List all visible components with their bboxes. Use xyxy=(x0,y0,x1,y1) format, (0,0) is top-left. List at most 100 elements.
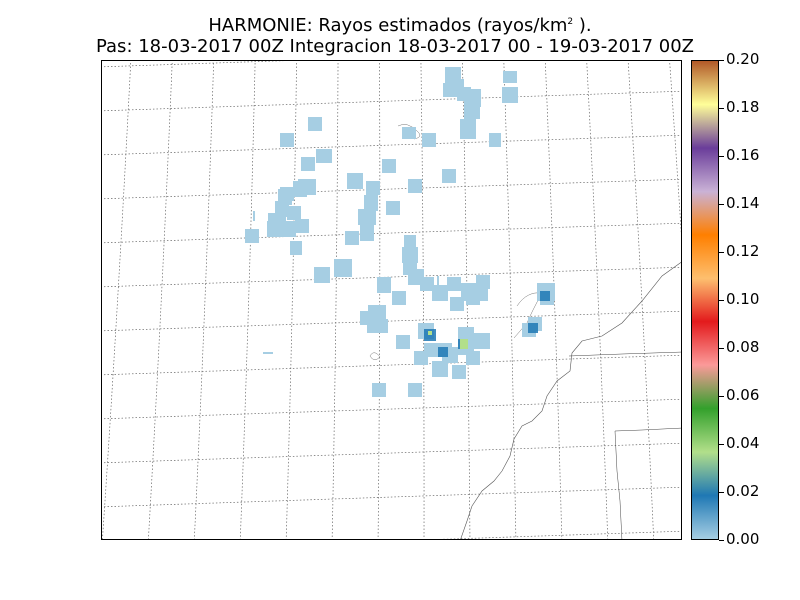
coastline xyxy=(460,262,681,539)
latitude-line xyxy=(102,398,681,420)
lightning-cell xyxy=(293,181,307,197)
lightning-cell xyxy=(476,275,490,289)
colorbar-tick xyxy=(719,443,724,445)
colorbar-label: 0.20 xyxy=(726,50,760,68)
lightning-cell xyxy=(404,235,416,249)
lightning-core xyxy=(540,291,550,301)
colorbar-tick xyxy=(719,203,724,205)
map-title: HARMONIE: Rayos estimados (rayos/km2 ). xyxy=(0,11,800,37)
lightning-cell xyxy=(360,225,374,241)
map-canvas xyxy=(102,61,681,539)
lightning-cell xyxy=(377,277,391,293)
latitude-line xyxy=(102,354,681,376)
lightning-cell xyxy=(396,335,410,349)
lightning-cell xyxy=(334,259,352,277)
lightning-cell xyxy=(364,195,378,211)
longitude-line xyxy=(239,61,256,539)
lightning-peak xyxy=(460,339,468,349)
lightning-cell xyxy=(386,201,400,215)
lightning-cell xyxy=(422,133,436,147)
longitude-line xyxy=(377,61,381,539)
title-text: HARMONIE: Rayos estimados (rayos/km xyxy=(208,15,568,36)
lightning-cell xyxy=(308,117,322,131)
border-line xyxy=(568,351,681,357)
lightning-cell xyxy=(314,267,330,283)
latitude-line xyxy=(102,178,681,200)
coastline xyxy=(369,124,681,539)
lightning-cell xyxy=(382,159,396,173)
lightning-cell xyxy=(245,229,259,243)
lightning-cell xyxy=(295,219,309,233)
colorbar-tick xyxy=(719,491,724,493)
lightning-cell xyxy=(502,87,518,103)
colorbar-label: 0.16 xyxy=(726,146,760,164)
latitude-line xyxy=(102,310,681,332)
colorbar-label: 0.06 xyxy=(726,386,760,404)
border-line xyxy=(614,430,623,539)
lightning-cell xyxy=(460,119,476,139)
colorbar-tick xyxy=(719,539,724,541)
lightning-cell xyxy=(345,231,359,245)
longitude-line xyxy=(331,61,339,539)
longitude-line xyxy=(102,61,132,539)
lightning-cell xyxy=(402,247,418,263)
border-line xyxy=(614,427,681,432)
title-suffix: ). xyxy=(573,15,592,36)
colorbar-label: 0.12 xyxy=(726,242,760,260)
lightning-cell xyxy=(414,351,428,365)
lightning-cells xyxy=(245,67,555,397)
colorbar-tick xyxy=(719,155,724,157)
lightning-cell xyxy=(280,187,294,201)
lightning-cell xyxy=(408,383,422,397)
latitude-line xyxy=(102,222,681,244)
lightning-cell xyxy=(420,277,434,291)
latitude-line xyxy=(102,442,681,464)
lightning-core xyxy=(528,323,538,333)
colorbar-label: 0.14 xyxy=(726,194,760,212)
lightning-cell xyxy=(503,71,517,83)
lightning-cell xyxy=(450,297,464,311)
longitude-line xyxy=(285,61,297,539)
colorbar xyxy=(691,60,719,540)
lightning-streak xyxy=(263,352,273,354)
lightning-cell xyxy=(466,291,480,305)
lightning-cell xyxy=(392,291,406,305)
colorbar-label: 0.02 xyxy=(726,482,760,500)
lightning-cell xyxy=(474,333,490,349)
lightning-cell xyxy=(402,127,416,139)
colorbar-tick xyxy=(719,395,724,397)
latitude-line xyxy=(102,266,681,288)
longitude-line xyxy=(503,61,517,539)
colorbar-label: 0.00 xyxy=(726,530,760,548)
latitude-line xyxy=(102,486,681,508)
lightning-cell xyxy=(367,317,383,333)
longitude-line xyxy=(586,61,609,539)
latitude-line xyxy=(441,530,681,539)
lightning-streak xyxy=(363,233,365,239)
longitude-line xyxy=(669,61,681,235)
lightning-cell xyxy=(466,351,480,365)
colorbar-label: 0.10 xyxy=(726,290,760,308)
lightning-streak xyxy=(437,276,439,286)
longitude-line xyxy=(627,61,655,539)
colorbar-label: 0.08 xyxy=(726,338,760,356)
lightning-cell xyxy=(432,285,448,301)
coast-contour xyxy=(369,352,381,360)
colorbar-tick xyxy=(719,107,724,109)
colorbar-tick xyxy=(719,59,724,61)
lightning-cell xyxy=(408,179,422,193)
lightning-cell xyxy=(301,157,315,171)
lightning-cell xyxy=(452,365,466,379)
longitude-line xyxy=(148,61,173,539)
lightning-cell xyxy=(347,173,363,189)
colorbar-tick xyxy=(719,251,724,253)
colorbar-tick xyxy=(719,299,724,301)
lightning-streak xyxy=(253,211,255,221)
lightning-cell xyxy=(280,221,296,237)
latitude-line xyxy=(102,61,285,68)
title-superscript: 2 xyxy=(567,17,574,27)
lightning-core xyxy=(438,347,448,357)
lightning-cell xyxy=(290,241,302,255)
colorbar-tick xyxy=(719,347,724,349)
lightning-cell xyxy=(447,277,461,291)
